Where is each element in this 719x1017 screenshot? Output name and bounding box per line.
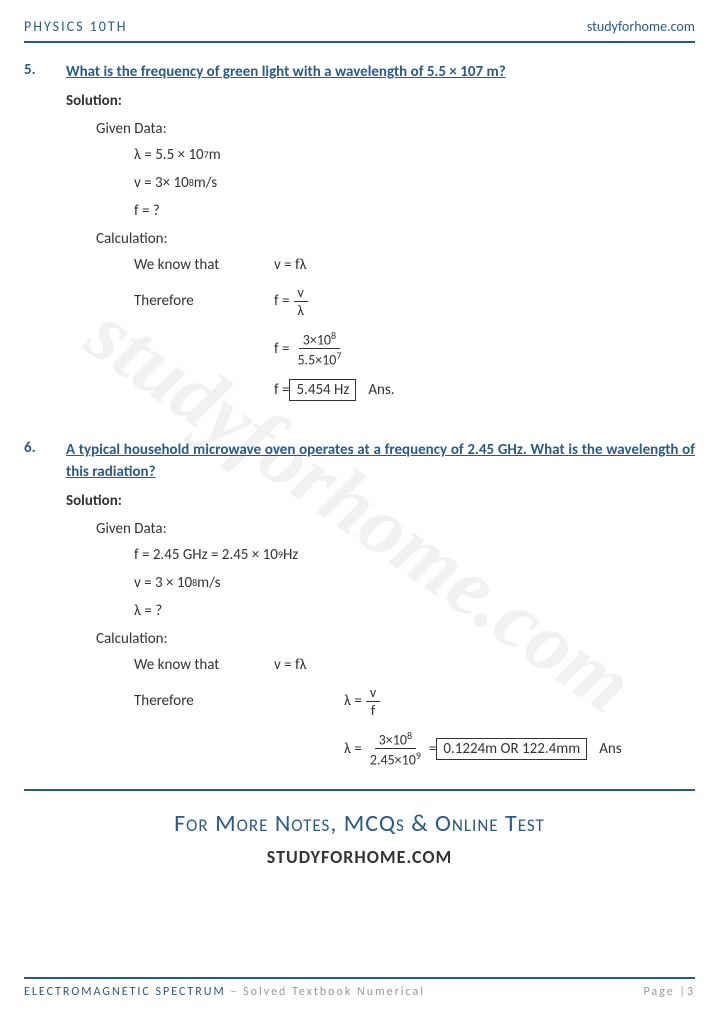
q6-calc-label: Calculation: (96, 630, 695, 648)
q6-number: 6. (24, 439, 66, 484)
footer: ELECTROMAGNETIC SPECTRUM – Solved Textbo… (24, 977, 695, 999)
cta-heading: For More Notes, MCQs & Online Test (24, 809, 695, 838)
q6-know: We know thatv = fλ (134, 656, 695, 674)
q6-text: A typical household microwave oven opera… (66, 439, 695, 484)
question-5: 5. What is the frequency of green light … (24, 61, 695, 84)
q5-calc-label: Calculation: (96, 230, 695, 248)
q6-solution-label: Solution: (66, 492, 695, 510)
q6-lambda-unknown: λ = ? (134, 602, 695, 620)
q6-therefore: Thereforeλ = vf (134, 684, 695, 719)
q5-solution-label: Solution: (66, 92, 695, 110)
q5-given-label: Given Data: (96, 120, 695, 138)
q5-know: We know thatv = fλ (134, 256, 695, 274)
q5-fraction: f = 3×1085.5×107 (134, 329, 695, 369)
q6-answer-box: 0.1224m OR 122.4mm (436, 738, 587, 760)
cta-site: STUDYFORHOME.COM (24, 846, 695, 868)
header-left: PHYSICS 10TH (24, 18, 127, 35)
header-right: studyforhome.com (587, 18, 695, 35)
divider (24, 789, 695, 791)
q5-velocity: v = 3× 108 m/s (134, 174, 695, 192)
question-6: 6. A typical household microwave oven op… (24, 439, 695, 484)
q5-text: What is the frequency of green light wit… (66, 61, 695, 84)
q6-answer: λ = 3×1082.45×109 = 0.1224m OR 122.4mmAn… (134, 729, 695, 769)
footer-left: ELECTROMAGNETIC SPECTRUM – Solved Textbo… (24, 985, 425, 999)
q5-freq-unknown: f = ? (134, 202, 695, 220)
q6-velocity: v = 3 × 108 m/s (134, 574, 695, 592)
q5-therefore: Thereforef = vλ (134, 284, 695, 319)
q5-number: 5. (24, 61, 66, 84)
q6-given-label: Given Data: (96, 520, 695, 538)
q5-answer: f = 5.454 HzAns. (134, 379, 695, 401)
q6-freq: f = 2.45 GHz = 2.45 × 109 Hz (134, 546, 695, 564)
q5-answer-box: 5.454 Hz (289, 379, 356, 401)
footer-right: Page |3 (643, 985, 695, 999)
q5-lambda: λ = 5.5 × 107 m (134, 146, 695, 164)
header: PHYSICS 10TH studyforhome.com (24, 18, 695, 43)
